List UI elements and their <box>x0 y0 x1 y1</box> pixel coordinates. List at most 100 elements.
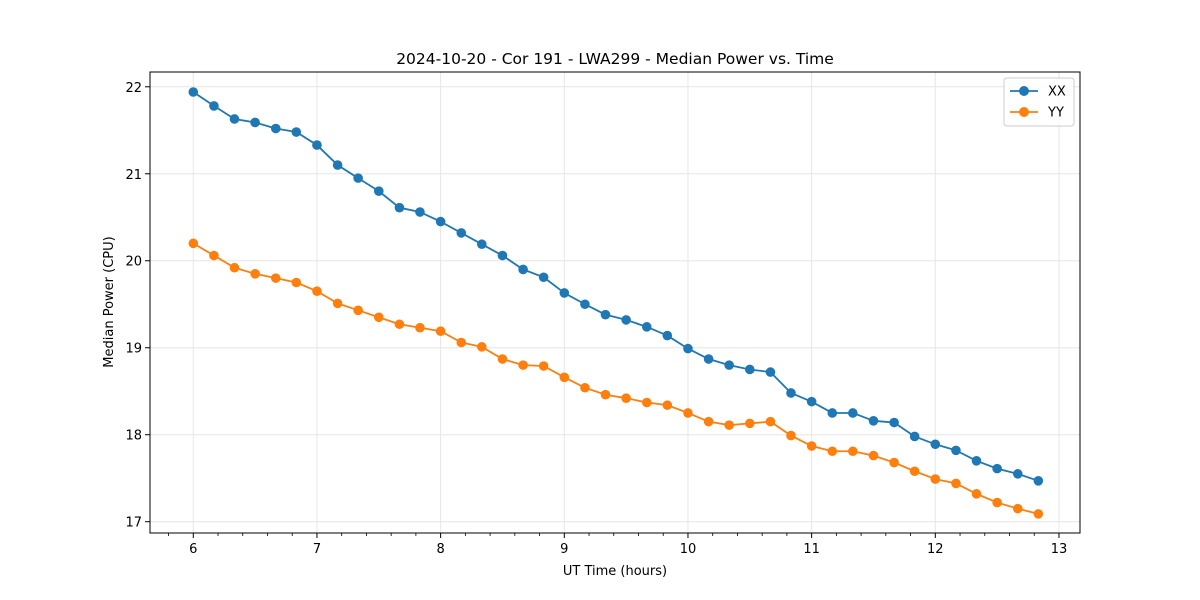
data-point-yy <box>1012 503 1023 514</box>
legend-label-yy: YY <box>1047 106 1064 121</box>
y-tick-label: 17 <box>125 516 142 531</box>
legend-label-xx: XX <box>1048 85 1066 100</box>
data-point-xx <box>786 388 796 398</box>
data-point-yy <box>477 342 487 352</box>
y-tick-label: 19 <box>125 342 142 357</box>
data-point-xx <box>827 408 838 418</box>
data-point-xx <box>806 396 817 407</box>
data-point-xx <box>270 123 281 134</box>
y-tick-label: 18 <box>125 429 142 444</box>
data-point-xx <box>518 264 528 275</box>
chart-title: 2024-10-20 - Cor 191 - LWA299 - Median P… <box>396 50 834 68</box>
data-point-xx <box>765 367 776 377</box>
data-point-yy <box>600 389 611 400</box>
legend-marker-xx <box>1019 86 1029 96</box>
data-point-xx <box>312 140 322 150</box>
data-point-yy <box>662 400 673 410</box>
data-point-yy <box>971 489 982 499</box>
data-point-yy <box>518 360 528 370</box>
data-point-xx <box>394 202 405 213</box>
grid <box>150 72 1080 533</box>
data-point-yy <box>394 319 405 330</box>
data-point-xx <box>971 456 982 466</box>
data-point-yy <box>806 441 817 451</box>
data-point-xx <box>188 87 199 97</box>
data-point-yy <box>848 446 858 457</box>
data-point-yy <box>209 250 219 261</box>
x-axis-label: UT Time (hours) <box>563 564 667 579</box>
data-point-xx <box>580 299 590 310</box>
data-point-yy <box>745 418 755 429</box>
data-point-yy <box>229 262 240 273</box>
data-point-yy <box>827 446 838 457</box>
plot-area <box>149 71 1081 534</box>
data-point-xx <box>621 315 631 325</box>
data-point-xx <box>477 239 487 250</box>
data-point-yy <box>580 382 590 393</box>
data-point-xx <box>229 114 240 124</box>
data-point-yy <box>889 457 899 468</box>
data-point-yy <box>353 305 363 316</box>
series-xx <box>188 87 1044 486</box>
data-point-xx <box>353 173 363 183</box>
y-tick-label: 22 <box>125 81 142 96</box>
data-point-yy <box>497 354 508 364</box>
data-point-yy <box>868 450 879 461</box>
x-tick-label: 9 <box>560 542 568 557</box>
data-point-yy <box>1033 509 1044 519</box>
data-point-xx <box>209 101 219 111</box>
data-point-xx <box>889 417 899 428</box>
data-point-yy <box>415 322 425 333</box>
data-point-yy <box>188 238 199 249</box>
legend-marker-yy <box>1019 107 1029 117</box>
data-point-yy <box>621 393 631 403</box>
x-tick-label: 12 <box>927 542 944 557</box>
data-point-xx <box>415 207 425 217</box>
y-tick-label: 20 <box>125 255 142 270</box>
data-point-yy <box>250 268 260 279</box>
data-point-yy <box>765 416 776 427</box>
data-point-xx <box>662 330 673 341</box>
data-point-yy <box>270 273 281 283</box>
data-point-xx <box>683 343 693 354</box>
data-point-xx <box>332 160 343 170</box>
x-tick-label: 7 <box>313 542 321 557</box>
data-point-yy <box>683 408 693 418</box>
data-point-yy <box>992 497 1002 508</box>
data-point-yy <box>332 298 343 309</box>
x-tick-label: 6 <box>189 542 197 557</box>
data-point-yy <box>559 372 570 383</box>
data-point-xx <box>641 322 652 332</box>
data-point-xx <box>373 186 384 196</box>
x-tick-label: 8 <box>436 542 444 557</box>
x-tick-label: 13 <box>1051 542 1068 557</box>
data-point-xx <box>745 364 755 375</box>
series-line-xx <box>192 91 1039 482</box>
data-point-xx <box>250 117 260 128</box>
data-point-yy <box>456 337 467 348</box>
data-point-yy <box>538 361 549 371</box>
data-point-xx <box>497 250 508 261</box>
data-point-xx <box>909 431 920 442</box>
data-point-xx <box>992 463 1002 474</box>
data-point-xx <box>951 445 961 456</box>
y-tick-label: 21 <box>125 168 142 183</box>
data-point-yy <box>930 474 941 484</box>
data-point-xx <box>456 228 467 238</box>
axis-ticks: 6 7 8 9 10 11 12 13 17 18 19 20 21 22 <box>125 81 1067 557</box>
data-point-yy <box>291 277 302 288</box>
data-point-xx <box>930 439 941 450</box>
data-point-yy <box>724 420 734 430</box>
data-point-yy <box>786 430 796 441</box>
data-point-yy <box>703 416 714 427</box>
series-yy <box>188 238 1044 519</box>
data-point-xx <box>435 216 446 227</box>
x-tick-label: 10 <box>680 542 697 557</box>
data-point-yy <box>951 478 961 489</box>
x-tick-label: 11 <box>803 542 820 557</box>
data-point-xx <box>291 127 302 137</box>
legend: XX YY <box>1003 77 1075 127</box>
y-axis-label: Median Power (CPU) <box>102 236 117 367</box>
data-point-xx <box>559 288 570 298</box>
